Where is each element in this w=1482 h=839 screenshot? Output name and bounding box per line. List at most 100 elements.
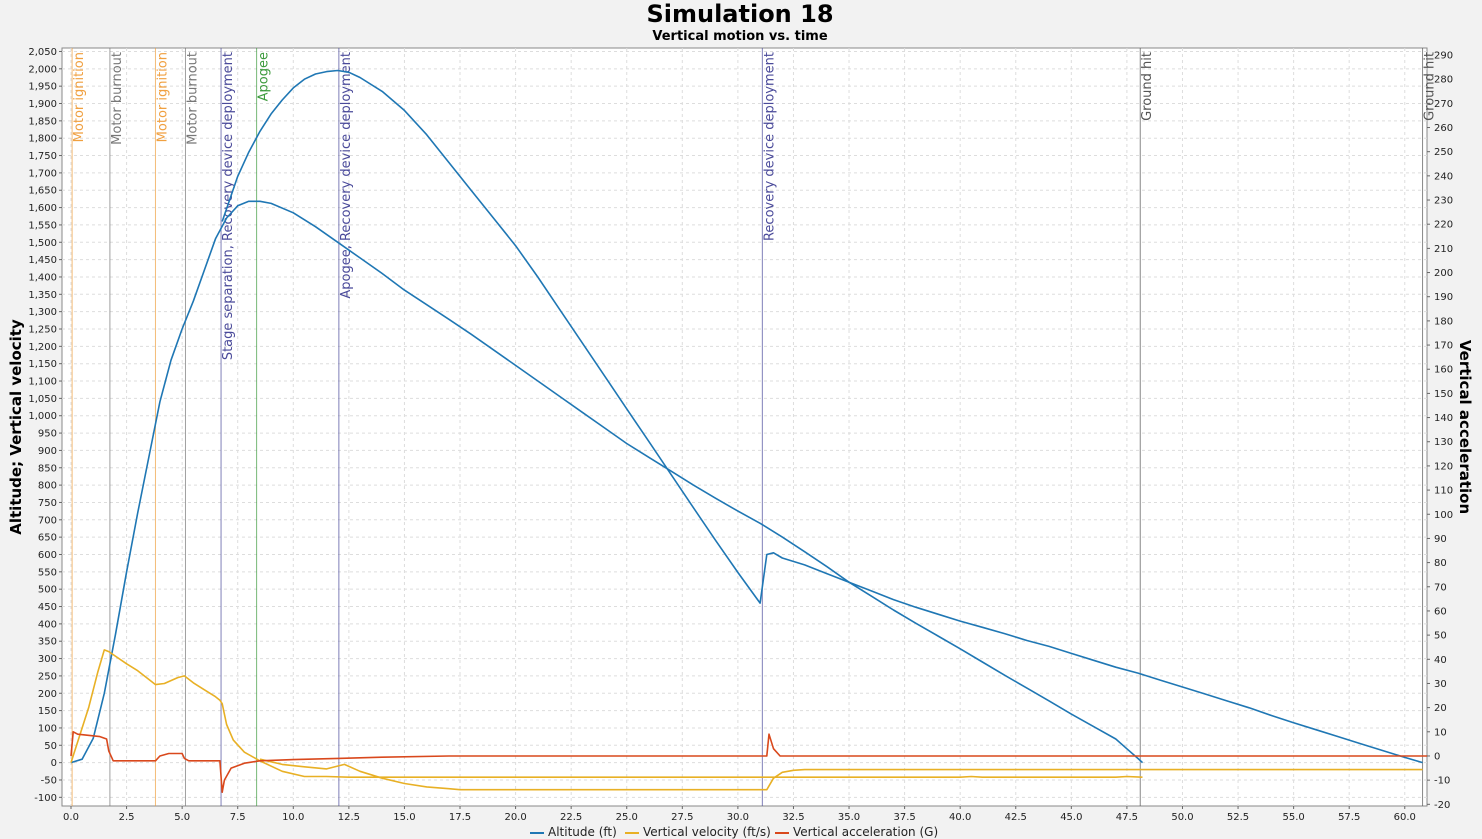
x-tick-label: 0.0 — [63, 812, 79, 823]
x-tick-label: 50.0 — [1171, 812, 1193, 823]
y-tick-label: 1,650 — [28, 186, 57, 197]
y2-tick-label: 90 — [1434, 534, 1447, 545]
y2-tick-label: 70 — [1434, 582, 1447, 593]
x-tick-label: 27.5 — [671, 812, 693, 823]
y-tick-label: 100 — [38, 723, 57, 734]
x-tick-label: 25.0 — [616, 812, 638, 823]
y2-tick-label: 140 — [1434, 413, 1453, 424]
y-tick-label: 1,400 — [28, 272, 57, 283]
y2-axis-title: Vertical acceleration — [1456, 340, 1474, 514]
event-label-ground: Ground hit — [1140, 52, 1155, 121]
x-tick-label: 30.0 — [727, 812, 749, 823]
y2-tick-label: 170 — [1434, 341, 1453, 352]
y2-tick-label: -20 — [1434, 800, 1450, 811]
chart-title: Simulation 18 — [646, 0, 833, 28]
y2-tick-label: 50 — [1434, 631, 1447, 642]
x-tick-label: 52.5 — [1227, 812, 1249, 823]
y2-tick-label: 270 — [1434, 99, 1453, 110]
x-tick-label: 42.5 — [1005, 812, 1027, 823]
event-label-apogee: Apogee — [257, 52, 272, 101]
y-tick-label: 750 — [38, 498, 57, 509]
x-tick-label: 7.5 — [230, 812, 246, 823]
y2-tick-label: 100 — [1434, 510, 1453, 521]
y2-tick-label: 190 — [1434, 292, 1453, 303]
series-velocity-line — [259, 758, 1423, 791]
x-tick-label: 47.5 — [1116, 812, 1138, 823]
x-tick-label: 32.5 — [782, 812, 804, 823]
x-axis-ticks: 0.0 2.5 5.0 7.5 10.0 12.5 15.0 17.5 20.0 22.5 25.0… — [63, 806, 1416, 823]
x-tick-label: 40.0 — [949, 812, 971, 823]
legend: Altitude (ft) Vertical velocity (ft/s) Ver… — [530, 825, 938, 839]
x-tick-label: 60.0 — [1394, 812, 1416, 823]
series-altitude-line — [70, 200, 1144, 764]
event-label-recovery: Recovery device deployment — [762, 52, 777, 241]
y-tick-label: 1,200 — [28, 342, 57, 353]
series-altitude-line — [221, 69, 1423, 764]
y2-tick-label: 210 — [1434, 244, 1453, 255]
y-tick-label: 850 — [38, 463, 57, 474]
y-tick-label: 900 — [38, 446, 57, 457]
y2-tick-label: 30 — [1434, 679, 1447, 690]
y-tick-label: 200 — [38, 689, 57, 700]
y2-tick-label: 0 — [1434, 751, 1440, 762]
y-tick-label: 1,100 — [28, 377, 57, 388]
event-label-burnout: Motor burnout — [110, 52, 125, 145]
x-tick-label: 45.0 — [1060, 812, 1082, 823]
plot-area — [61, 47, 1428, 807]
y2-axis-ticks: -20 -10 0 10 20 30 40 50 60 70 80 90 100 110 120 130 140… — [1427, 51, 1453, 811]
event-label-recovery: Apogee, Recovery device deployment — [339, 52, 354, 299]
x-tick-label: 37.5 — [893, 812, 915, 823]
x-tick-label: 20.0 — [504, 812, 526, 823]
x-tick-label: 55.0 — [1282, 812, 1304, 823]
y2-tick-label: 290 — [1434, 51, 1453, 62]
y2-tick-label: 200 — [1434, 268, 1453, 279]
y-tick-label: 2,000 — [28, 64, 57, 75]
y2-tick-label: 160 — [1434, 365, 1453, 376]
y2-tick-label: 80 — [1434, 558, 1447, 569]
x-tick-label: 2.5 — [119, 812, 135, 823]
y-tick-label: 1,700 — [28, 168, 57, 179]
y-tick-label: 1,000 — [28, 411, 57, 422]
y-tick-label: -50 — [41, 775, 57, 786]
y-tick-label: 950 — [38, 429, 57, 440]
y-tick-label: 1,350 — [28, 290, 57, 301]
y-tick-label: 400 — [38, 619, 57, 630]
y-tick-label: 1,600 — [28, 203, 57, 214]
y2-tick-label: 130 — [1434, 437, 1453, 448]
event-label-burnout: Motor burnout — [185, 52, 200, 145]
y-tick-label: 1,250 — [28, 324, 57, 335]
y-tick-label: 1,950 — [28, 82, 57, 93]
x-tick-label: 10.0 — [282, 812, 304, 823]
y-tick-label: 800 — [38, 481, 57, 492]
y2-tick-label: 20 — [1434, 703, 1447, 714]
legend-label: Vertical velocity (ft/s) — [643, 825, 771, 839]
y-tick-label: 350 — [38, 637, 57, 648]
y2-tick-label: -10 — [1434, 776, 1450, 787]
x-tick-label: 12.5 — [338, 812, 360, 823]
y-tick-label: 1,750 — [28, 151, 57, 162]
y2-tick-label: 150 — [1434, 389, 1453, 400]
y-tick-label: 1,050 — [28, 394, 57, 405]
y2-tick-label: 180 — [1434, 316, 1453, 327]
y2-tick-label: 230 — [1434, 196, 1453, 207]
series-acceleration-line — [70, 731, 1427, 793]
y-tick-label: -100 — [34, 793, 57, 804]
y-tick-label: 1,300 — [28, 307, 57, 318]
y2-tick-label: 260 — [1434, 123, 1453, 134]
x-tick-label: 5.0 — [174, 812, 190, 823]
y2-tick-label: 250 — [1434, 147, 1453, 158]
x-tick-label: 17.5 — [449, 812, 471, 823]
y-tick-label: 1,550 — [28, 220, 57, 231]
y2-tick-label: 120 — [1434, 461, 1453, 472]
y-tick-label: 1,500 — [28, 238, 57, 249]
event-label-ignition: Motor ignition — [155, 52, 170, 142]
y-tick-label: 1,850 — [28, 116, 57, 127]
legend-label: Altitude (ft) — [548, 825, 617, 839]
grid — [62, 48, 1427, 806]
y2-tick-label: 220 — [1434, 220, 1453, 231]
event-label-recovery: Stage separation, Recovery device deploy… — [221, 52, 236, 360]
y2-tick-label: 110 — [1434, 486, 1453, 497]
y2-tick-label: 280 — [1434, 75, 1453, 86]
y2-tick-label: 40 — [1434, 655, 1447, 666]
